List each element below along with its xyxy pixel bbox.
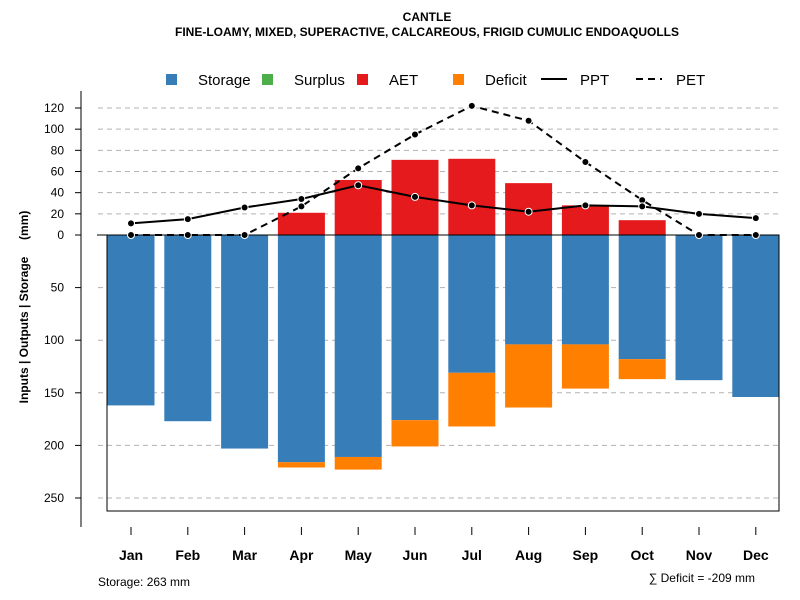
bar-aet-jul <box>448 158 496 235</box>
pet-point-sep <box>581 157 590 166</box>
legend-ppt-label: PPT <box>580 72 609 89</box>
y-tick-label-lower: 250 <box>44 491 64 505</box>
bar-storage-jan <box>107 235 155 406</box>
ppt-line <box>130 184 756 225</box>
ppt-point-jan <box>127 219 135 228</box>
bar-aet-sep <box>561 205 609 235</box>
x-tick-label-feb: Feb <box>175 547 200 563</box>
ppt-point-sep <box>581 201 590 210</box>
bar-storage-sep <box>561 235 609 345</box>
legend-aet-swatch <box>357 74 368 85</box>
pet-point-apr <box>297 202 306 211</box>
y-tick-label-upper: 60 <box>51 165 65 179</box>
ppt-point-feb <box>183 215 192 224</box>
legend-surplus-swatch <box>262 74 273 85</box>
legend: Storage Surplus AET Deficit PPT PET <box>166 72 705 89</box>
bar-storage-may <box>334 235 382 457</box>
bar-deficit-may <box>334 456 382 470</box>
bar-storage-feb <box>164 235 212 422</box>
x-tick-label-dec: Dec <box>743 547 769 563</box>
x-tick-label-jan: Jan <box>119 547 143 563</box>
bar-storage-jun <box>391 235 439 421</box>
bar-storage-jul <box>448 235 496 373</box>
ppt-point-may <box>354 181 363 190</box>
ppt-point-mar <box>240 203 249 212</box>
pet-point-aug <box>524 116 533 125</box>
pet-point-nov <box>695 231 703 239</box>
bars <box>107 158 780 470</box>
bar-deficit-jul <box>448 372 496 427</box>
bar-deficit-oct <box>618 359 666 380</box>
ppt-point-dec <box>751 214 760 223</box>
bar-storage-apr <box>277 235 325 463</box>
bar-aet-oct <box>618 220 666 235</box>
chart-subtitle: FINE-LOAMY, MIXED, SUPERACTIVE, CALCAREO… <box>175 25 679 39</box>
lines <box>127 101 760 239</box>
y-tick-label-upper: 40 <box>51 186 65 200</box>
y-axis-label: Inputs | Outputs | Storage (mm) <box>17 211 31 404</box>
y-tick-label-lower: 100 <box>44 333 64 347</box>
ppt-point-jul <box>467 201 476 210</box>
y-tick-label-upper: 20 <box>51 207 65 221</box>
y-tick-label-upper: 120 <box>44 101 64 115</box>
x-tick-label-aug: Aug <box>515 547 542 563</box>
pet-point-jun <box>411 130 419 139</box>
bar-aet-apr <box>277 212 325 235</box>
ppt-point-aug <box>524 207 533 216</box>
bar-storage-dec <box>732 235 780 398</box>
y-tick-label-upper: 0 <box>57 228 64 242</box>
bar-storage-aug <box>505 235 553 345</box>
ppt-point-oct <box>638 202 647 211</box>
legend-deficit-swatch <box>453 74 464 85</box>
pet-point-dec <box>751 231 760 239</box>
bar-deficit-sep <box>561 344 609 389</box>
bar-storage-oct <box>618 235 666 360</box>
legend-storage-swatch <box>166 74 177 85</box>
deficit-note: ∑ Deficit = -209 mm <box>649 571 755 585</box>
y-tick-label-lower: 50 <box>51 281 65 295</box>
chart-title: CANTLE <box>403 10 452 24</box>
legend-surplus-label: Surplus <box>294 72 345 89</box>
y-tick-label-upper: 100 <box>44 122 64 136</box>
pet-point-jul <box>467 101 476 110</box>
legend-deficit-label: Deficit <box>485 72 528 89</box>
x-tick-label-apr: Apr <box>289 547 314 563</box>
pet-point-mar <box>240 231 249 239</box>
ppt-point-jun <box>411 192 419 201</box>
x-tick-label-jul: Jul <box>462 547 482 563</box>
pet-point-feb <box>183 231 192 239</box>
x-tick-label-sep: Sep <box>573 547 599 563</box>
storage-note: Storage: 263 mm <box>98 575 190 589</box>
legend-pet-label: PET <box>676 72 705 89</box>
bar-deficit-aug <box>505 344 553 408</box>
pet-point-jan <box>127 231 135 239</box>
x-tick-label-jun: Jun <box>403 547 428 563</box>
x-tick-label-mar: Mar <box>232 547 257 563</box>
ppt-point-nov <box>695 209 703 218</box>
y-tick-label-upper: 80 <box>51 143 65 157</box>
bar-storage-mar <box>221 235 269 449</box>
y-tick-label-lower: 150 <box>44 386 64 400</box>
legend-storage-label: Storage <box>198 72 251 89</box>
legend-aet-label: AET <box>389 72 418 89</box>
x-tick-label-nov: Nov <box>686 547 713 563</box>
ppt-point-apr <box>297 195 306 204</box>
bar-deficit-apr <box>277 462 325 468</box>
y-tick-label-lower: 200 <box>44 438 64 452</box>
x-tick-label-may: May <box>345 547 372 563</box>
bar-deficit-jun <box>391 420 439 447</box>
pet-point-may <box>354 164 363 173</box>
x-tick-label-oct: Oct <box>631 547 655 563</box>
bar-storage-nov <box>675 235 723 381</box>
pet-line <box>131 104 756 236</box>
